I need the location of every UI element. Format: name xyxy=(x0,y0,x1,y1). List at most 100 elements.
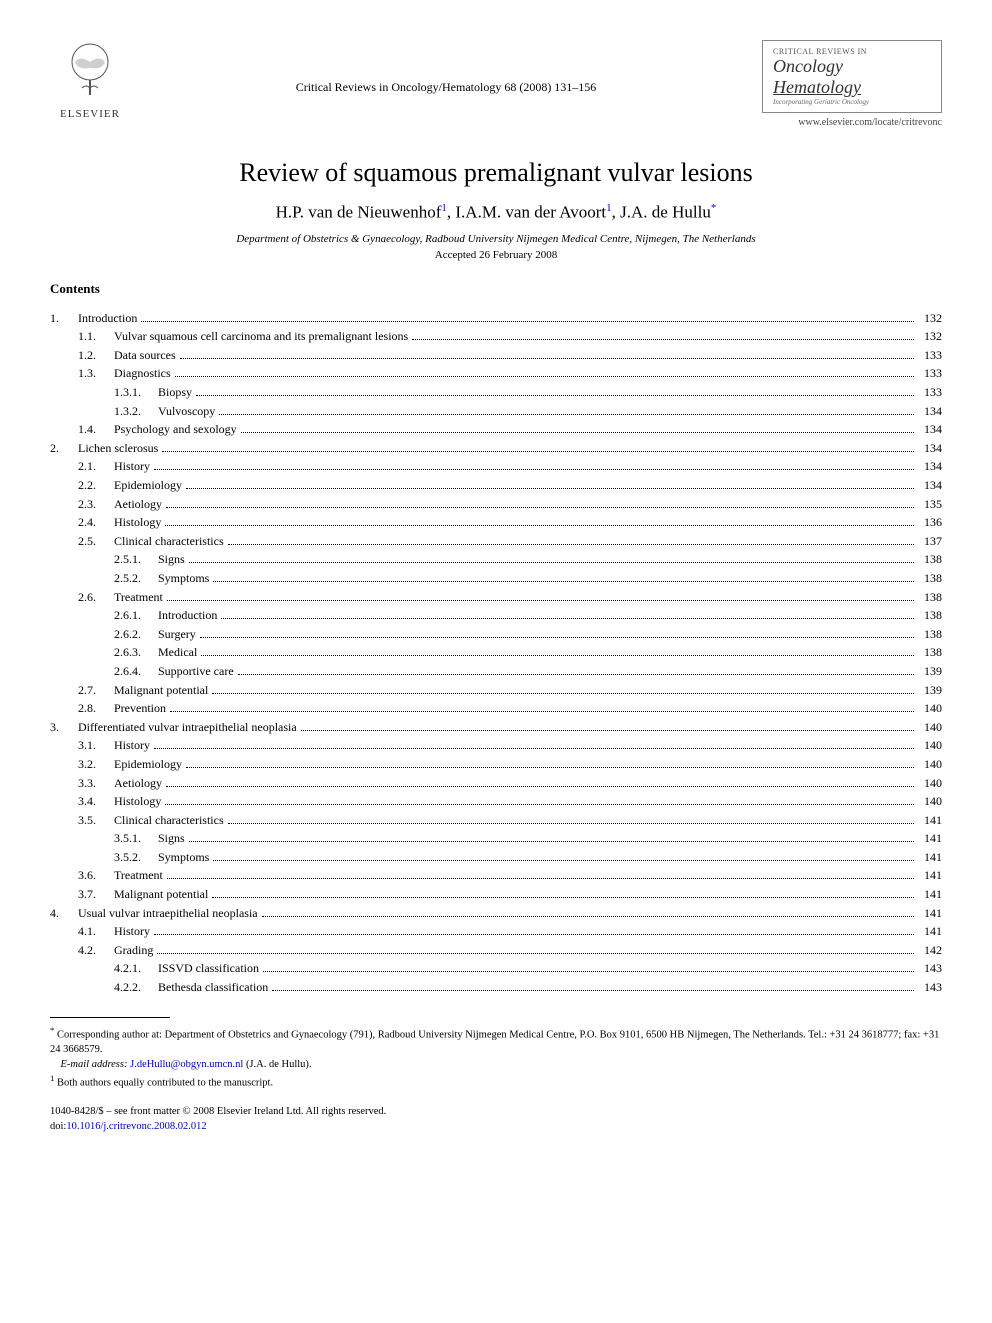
toc-row: 4.2.1.ISSVD classification 143 xyxy=(50,959,942,978)
email-line: E-mail address: J.deHullu@obgyn.umcn.nl … xyxy=(50,1058,942,1073)
toc-dots xyxy=(157,953,914,954)
toc-page: 141 xyxy=(918,848,942,867)
toc-label: Signs xyxy=(158,550,185,569)
toc-dots xyxy=(228,823,914,824)
toc-row: 3.2.Epidemiology140 xyxy=(50,755,942,774)
toc-row: 2.6.2.Surgery138 xyxy=(50,625,942,644)
toc-row: 3.5.1.Signs141 xyxy=(50,829,942,848)
toc-number: 2.5.1. xyxy=(114,550,158,569)
toc-page: 132 xyxy=(918,309,942,328)
footnotes-block: * Corresponding author at: Department of… xyxy=(50,1024,942,1092)
toc-dots xyxy=(170,711,914,712)
toc-dots xyxy=(141,321,914,322)
toc-number: 2.4. xyxy=(78,513,114,532)
toc-page: 140 xyxy=(918,755,942,774)
email-link[interactable]: J.deHullu@obgyn.umcn.nl xyxy=(130,1059,243,1070)
toc-page: 140 xyxy=(918,718,942,737)
toc-page: 139 xyxy=(918,681,942,700)
toc-row: 1.4.Psychology and sexology134 xyxy=(50,420,942,439)
toc-number: 4. xyxy=(50,904,78,923)
toc-label: ISSVD classification xyxy=(158,959,259,978)
toc-label: Data sources xyxy=(114,346,176,365)
toc-dots xyxy=(221,618,914,619)
toc-page: 134 xyxy=(918,420,942,439)
author-2: , I.A.M. van der Avoort xyxy=(447,203,606,222)
toc-page: 143 xyxy=(918,978,942,997)
toc-label: History xyxy=(114,922,150,941)
toc-number: 2.5. xyxy=(78,532,114,551)
toc-page: 138 xyxy=(918,569,942,588)
toc-dots xyxy=(180,358,914,359)
toc-number: 2.2. xyxy=(78,476,114,495)
journal-url: www.elsevier.com/locate/critrevonc xyxy=(762,117,942,128)
toc-page: 141 xyxy=(918,829,942,848)
toc-page: 139 xyxy=(918,662,942,681)
toc-dots xyxy=(167,600,914,601)
elsevier-tree-icon xyxy=(60,40,120,100)
toc-number: 2. xyxy=(50,439,78,458)
toc-number: 2.6.2. xyxy=(114,625,158,644)
footnote-rule xyxy=(50,1017,170,1018)
doi-link[interactable]: 10.1016/j.critrevonc.2008.02.012 xyxy=(66,1121,206,1132)
toc-page: 134 xyxy=(918,439,942,458)
toc-label: Surgery xyxy=(158,625,196,644)
equal-text: Both authors equally contributed to the … xyxy=(54,1078,273,1089)
toc-row: 3.5.2.Symptoms141 xyxy=(50,848,942,867)
toc-number: 2.6. xyxy=(78,588,114,607)
toc-row: 2.5.1.Signs 138 xyxy=(50,550,942,569)
toc-label: Diagnostics xyxy=(114,364,171,383)
toc-dots xyxy=(166,786,914,787)
toc-number: 4.2.1. xyxy=(114,959,158,978)
toc-number: 2.8. xyxy=(78,699,114,718)
toc-row: 4.2.2.Bethesda classification143 xyxy=(50,978,942,997)
toc-number: 1.4. xyxy=(78,420,114,439)
email-suffix: (J.A. de Hullu). xyxy=(243,1059,311,1070)
toc-label: Epidemiology xyxy=(114,755,182,774)
toc-number: 2.6.4. xyxy=(114,662,158,681)
corresponding-author-note: * Corresponding author at: Department of… xyxy=(50,1024,942,1058)
toc-row: 2.1.History134 xyxy=(50,457,942,476)
toc-dots xyxy=(189,562,914,563)
toc-page: 134 xyxy=(918,476,942,495)
toc-number: 2.5.2. xyxy=(114,569,158,588)
toc-label: Histology xyxy=(114,513,161,532)
toc-row: 1.2.Data sources133 xyxy=(50,346,942,365)
toc-dots xyxy=(186,767,914,768)
authors-line: H.P. van de Nieuwenhof1, I.A.M. van der … xyxy=(50,202,942,223)
toc-dots xyxy=(228,544,914,545)
toc-label: History xyxy=(114,457,150,476)
toc-dots xyxy=(213,860,914,861)
toc-label: Medical xyxy=(158,643,197,662)
toc-dots xyxy=(162,451,914,452)
toc-page: 135 xyxy=(918,495,942,514)
toc-row: 4.2.Grading142 xyxy=(50,941,942,960)
toc-label: Clinical characteristics xyxy=(114,532,224,551)
toc-row: 3.5.Clinical characteristics141 xyxy=(50,811,942,830)
toc-row: 2.3.Aetiology135 xyxy=(50,495,942,514)
toc-number: 4.1. xyxy=(78,922,114,941)
toc-number: 2.6.3. xyxy=(114,643,158,662)
toc-label: Vulvoscopy xyxy=(158,402,215,421)
publisher-name: ELSEVIER xyxy=(50,108,130,120)
toc-dots xyxy=(301,730,914,731)
toc-label: Introduction xyxy=(78,309,137,328)
toc-number: 3.7. xyxy=(78,885,114,904)
toc-dots xyxy=(175,376,914,377)
toc-page: 133 xyxy=(918,346,942,365)
toc-number: 3.4. xyxy=(78,792,114,811)
toc-dots xyxy=(186,488,914,489)
toc-page: 143 xyxy=(918,959,942,978)
doi-line: doi:10.1016/j.critrevonc.2008.02.012 xyxy=(50,1120,942,1135)
toc-number: 1. xyxy=(50,309,78,328)
journal-logo-box: CRITICAL REVIEWS IN Oncology Hematology … xyxy=(762,40,942,113)
toc-row: 3.4.Histology140 xyxy=(50,792,942,811)
toc-row: 2.6.4.Supportive care139 xyxy=(50,662,942,681)
toc-page: 140 xyxy=(918,774,942,793)
author-3-sup-link[interactable]: * xyxy=(711,202,717,214)
toc-page: 138 xyxy=(918,550,942,569)
toc-page: 132 xyxy=(918,327,942,346)
toc-dots xyxy=(154,748,914,749)
toc-row: 3.6.Treatment141 xyxy=(50,866,942,885)
toc-number: 4.2.2. xyxy=(114,978,158,997)
toc-number: 3.3. xyxy=(78,774,114,793)
